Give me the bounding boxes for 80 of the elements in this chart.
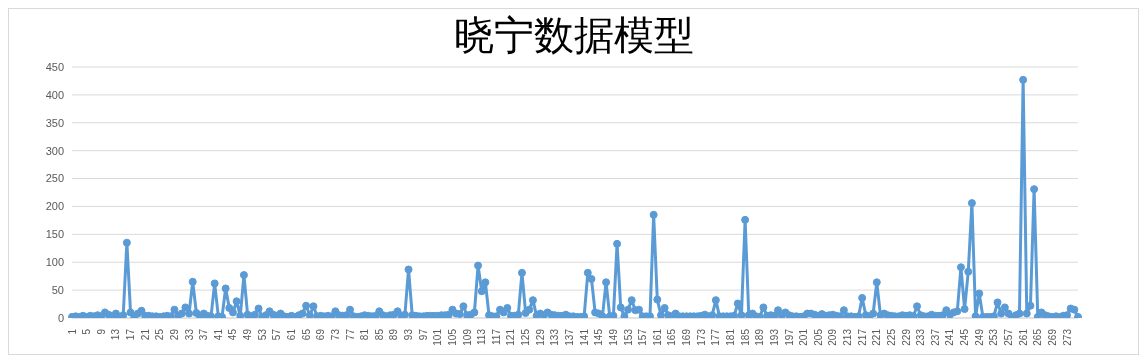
x-tick-label: 93 [403,328,415,341]
x-tick-label: 25 [154,328,166,341]
x-tick-label: 85 [373,328,385,341]
y-tick-label: 300 [45,144,64,157]
x-tick-label: 117 [490,328,502,345]
y-tick-label: 150 [45,228,64,241]
x-tick-label: 253 [988,328,1000,346]
x-tick-label: 165 [666,328,678,346]
x-tick-label: 137 [564,328,576,346]
x-tick-label: 41 [212,328,224,341]
x-tick-label: 145 [593,328,605,346]
x-tick-label: 257 [1002,328,1014,346]
x-tick-label: 89 [388,328,400,341]
x-tick-label: 193 [768,328,780,346]
x-tick-label: 181 [724,328,736,346]
x-tick-label: 149 [607,328,619,346]
x-tick-label: 9 [95,328,107,335]
x-tick-label: 121 [505,328,517,346]
x-tick-label: 245 [959,328,971,346]
x-tick-label: 1 [66,328,78,335]
x-tick-label: 197 [783,328,795,346]
x-tick-label: 133 [549,328,561,346]
x-tick-label: 189 [754,328,766,346]
x-tick-label: 153 [622,328,634,346]
x-tick-label: 209 [827,328,839,346]
x-tick-label: 229 [900,328,912,346]
x-tick-label: 125 [520,328,532,346]
x-tick-label: 53 [256,328,268,341]
chart-title: 晓宁数据模型 [452,11,695,60]
y-tick-label: 350 [45,116,64,129]
x-tick-label: 77 [344,328,356,341]
x-tick-label: 81 [359,328,371,341]
x-tick-label: 273 [1061,328,1073,346]
x-tick-label: 221 [871,328,883,346]
x-tick-label: 237 [929,328,941,346]
x-tick-label: 201 [798,328,810,346]
x-tick-label: 173 [695,328,707,346]
x-tick-label: 61 [285,328,297,341]
x-tick-label: 101 [432,328,444,346]
x-tick-label: 233 [915,328,927,346]
x-tick-label: 109 [461,328,473,346]
y-tick-label: 250 [45,172,64,185]
y-tick-label: 400 [45,88,64,101]
x-tick-label: 185 [739,328,751,346]
x-tick-label: 65 [300,328,312,341]
x-tick-label: 217 [856,328,868,346]
x-tick-label: 49 [242,328,254,341]
x-tick-label: 169 [681,328,693,346]
x-tick-label: 13 [110,328,122,341]
x-tick-label: 269 [1046,328,1058,346]
x-tick-label: 45 [227,328,239,341]
y-tick-label: 100 [45,256,64,269]
y-tick-label: 0 [57,311,64,324]
x-tick-label: 29 [168,328,180,341]
y-tick-label: 450 [45,60,64,73]
x-tick-label: 177 [710,328,722,346]
y-tick-label: 50 [51,284,64,297]
x-tick-label: 129 [534,328,546,346]
x-tick-label: 73 [329,328,341,341]
x-tick-label: 21 [139,328,151,341]
x-tick-label: 57 [271,328,283,341]
x-tick-label: 161 [651,328,663,346]
x-tick-label: 97 [417,328,429,341]
x-tick-label: 141 [578,328,590,346]
x-tick-label: 157 [637,328,649,346]
x-tick-label: 261 [1017,328,1029,346]
x-tick-label: 241 [944,328,956,346]
x-tick-label: 205 [812,328,824,346]
x-tick-label: 5 [81,328,93,335]
x-tick-label: 249 [973,328,985,346]
x-tick-label: 105 [446,328,458,346]
x-tick-label: 225 [885,328,897,346]
x-tick-label: 213 [842,328,854,346]
x-tick-label: 113 [476,328,488,345]
x-tick-label: 69 [315,328,327,341]
x-tick-label: 37 [198,328,210,341]
x-tick-label: 17 [125,328,137,341]
x-tick-label: 33 [183,328,195,341]
x-tick-label: 265 [1032,328,1044,346]
y-tick-label: 200 [45,200,64,213]
